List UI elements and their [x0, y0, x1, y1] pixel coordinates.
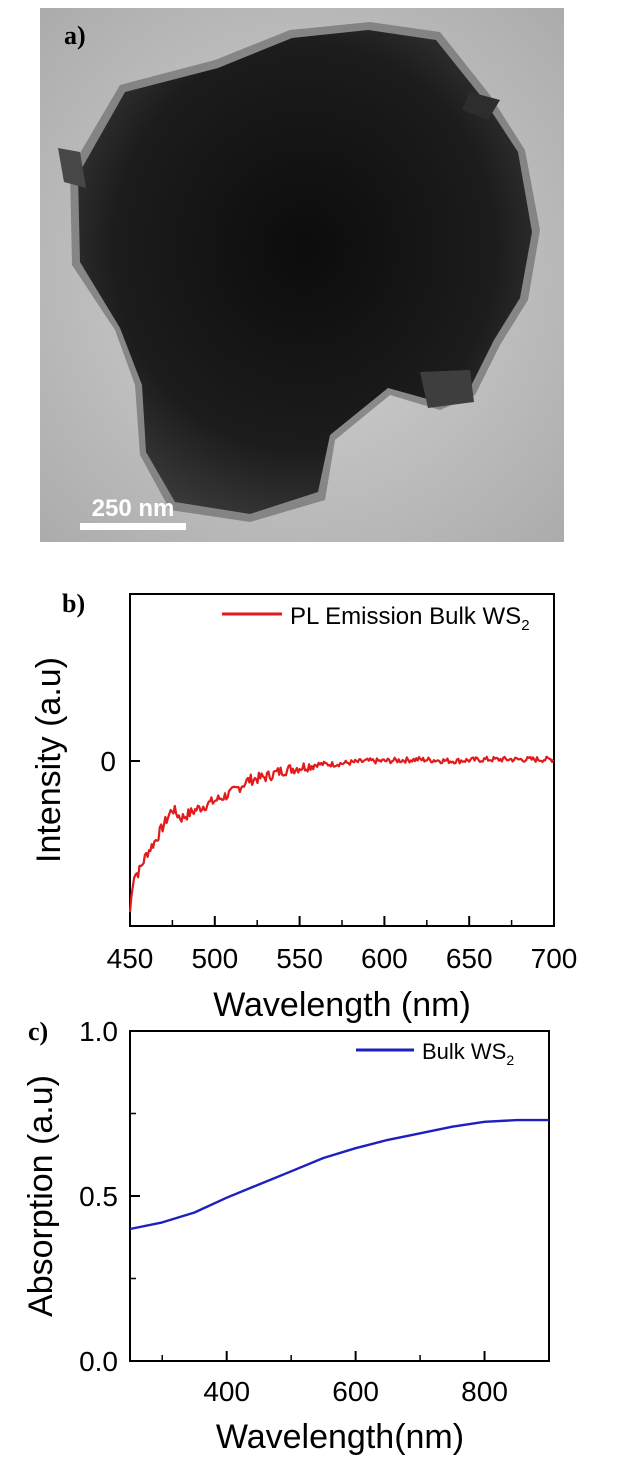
legend-label-bulk-ws2: Bulk WS2	[422, 1039, 514, 1068]
series-line-bulk-ws2	[129, 1118, 549, 1231]
y-tick-label-c-1.0: 1.0	[79, 1016, 118, 1047]
scale-bar-label: 250 nm	[92, 495, 175, 522]
y-tick-label-c-0.0: 0.0	[79, 1346, 118, 1377]
y-tick-label-c-0.5: 0.5	[79, 1181, 118, 1212]
particle	[78, 30, 532, 514]
series-line-pl-emission	[128, 755, 555, 913]
y-axis-label-c: Absorption (a.u)	[22, 1075, 60, 1317]
panel-a-label: a)	[64, 21, 86, 50]
particle-flake-2	[58, 148, 86, 188]
x-tick-label-c-400: 400	[203, 1376, 250, 1407]
x-tick-label-b-450: 450	[107, 943, 154, 974]
x-tick-label-b-700: 700	[531, 943, 578, 974]
plot-frame-c	[129, 1030, 550, 1362]
panel-c-label: c)	[28, 1017, 48, 1046]
x-tick-label-b-500: 500	[191, 943, 238, 974]
y-tick-label-b: 0	[100, 746, 116, 777]
panel-a-tem-image: a) 250 nm	[40, 8, 564, 542]
x-axis-ticks-c: 400 600 800	[161, 1351, 550, 1407]
x-tick-label-b-550: 550	[276, 943, 323, 974]
scale-bar	[80, 523, 186, 530]
panel-b-label: b)	[62, 589, 85, 618]
x-axis-label-b: Wavelength (nm)	[213, 986, 471, 1024]
x-tick-label-b-600: 600	[361, 943, 408, 974]
chart-absorption: c) 400 600 800 0.0 0.5 1.0 Bulk WS2 Waveleng…	[22, 1016, 550, 1456]
x-tick-label-c-600: 600	[332, 1376, 379, 1407]
y-axis-ticks-c: 0.0 0.5 1.0	[79, 1016, 140, 1377]
chart-pl-emission: b) 450 500 550 600 650 700 0 PL Emission Bulk…	[30, 589, 577, 1024]
x-tick-label-c-800: 800	[461, 1376, 508, 1407]
particle-flake-1	[462, 92, 500, 120]
legend-label-pl-emission: PL Emission Bulk WS2	[290, 603, 530, 634]
x-tick-label-b-650: 650	[446, 943, 493, 974]
x-axis-ticks-b: 450 500 550 600 650 700	[107, 916, 578, 974]
y-axis-ticks-b: 0	[100, 746, 140, 777]
x-axis-label-c: Wavelength(nm)	[216, 1418, 464, 1456]
particle-flake-3	[420, 370, 474, 408]
y-axis-label-b: Intensity (a.u)	[30, 657, 68, 863]
